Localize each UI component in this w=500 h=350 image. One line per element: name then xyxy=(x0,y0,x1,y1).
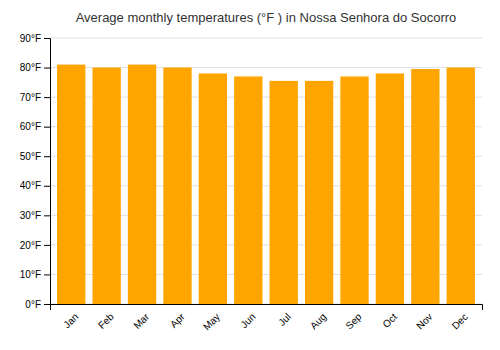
y-tick: 90°F xyxy=(20,33,50,44)
y-tick-mark xyxy=(44,127,50,128)
y-tick-mark xyxy=(44,304,50,305)
y-tick-label: 30°F xyxy=(20,210,41,221)
bar xyxy=(92,68,120,304)
y-tick: 0°F xyxy=(25,299,50,310)
y-tick-label: 80°F xyxy=(20,62,41,73)
x-axis: Jan Feb Mar Apr May Jun Jul Aug Sep Oct Nov Dec xyxy=(51,305,483,333)
x-tick: Apr xyxy=(168,311,187,330)
y-tick: 70°F xyxy=(20,92,50,103)
x-tick-label: Sep xyxy=(343,311,364,332)
y-tick: 50°F xyxy=(20,151,50,162)
bar xyxy=(305,81,333,304)
x-tick: Feb xyxy=(96,311,116,331)
x-tick: May xyxy=(201,311,222,332)
y-tick-label: 90°F xyxy=(20,33,41,44)
y-tick: 40°F xyxy=(20,180,50,191)
x-tick: Aug xyxy=(308,311,328,331)
x-tick: Jan xyxy=(61,311,80,330)
bar xyxy=(340,76,368,304)
x-tick: Jun xyxy=(238,311,257,330)
x-tick: Jul xyxy=(276,311,293,328)
x-tick: Nov xyxy=(414,311,434,331)
bar xyxy=(163,68,191,304)
x-axis-line xyxy=(51,305,483,311)
x-tick-label: Dec xyxy=(450,311,470,331)
y-tick-label: 50°F xyxy=(20,151,41,162)
y-tick-mark xyxy=(44,215,50,216)
bar xyxy=(376,73,404,304)
y-tick-mark xyxy=(44,245,50,246)
bar xyxy=(57,65,85,304)
x-tick-label: Mar xyxy=(131,311,151,331)
y-tick-mark xyxy=(44,274,50,275)
y-tick: 20°F xyxy=(20,240,50,251)
bar xyxy=(270,81,298,304)
y-tick: 60°F xyxy=(20,121,50,132)
y-axis: 0°F 10°F 20°F 30°F 40°F 50°F 60°F 70°F 80°F 90°F xyxy=(20,33,51,310)
y-tick-mark xyxy=(44,38,50,39)
bar xyxy=(447,68,475,304)
x-tick-label: Oct xyxy=(380,311,399,330)
x-tick: Dec xyxy=(450,311,470,331)
y-axis-line xyxy=(44,39,51,305)
x-tick-label: Feb xyxy=(96,311,116,331)
bar xyxy=(199,73,227,304)
chart: 0°F 10°F 20°F 30°F 40°F 50°F 60°F 70°F 80°F 90°F J… xyxy=(0,0,500,350)
y-tick-label: 70°F xyxy=(20,92,41,103)
x-tick-label: Jul xyxy=(276,311,293,328)
y-tick-label: 40°F xyxy=(20,180,41,191)
y-tick-mark xyxy=(44,68,50,69)
y-tick-label: 10°F xyxy=(20,269,41,280)
x-tick-label: Aug xyxy=(308,311,328,331)
x-tick-label: May xyxy=(201,311,222,332)
title: Average monthly temperatures (°F ) in No… xyxy=(76,10,457,25)
x-tick-label: Apr xyxy=(168,311,187,330)
x-tick-label: Jun xyxy=(238,311,257,330)
x-tick-label: Nov xyxy=(414,311,434,331)
y-tick: 80°F xyxy=(20,62,50,73)
x-tick: Mar xyxy=(131,311,151,331)
y-tick-label: 20°F xyxy=(20,240,41,251)
y-tick-mark xyxy=(44,97,50,98)
bar xyxy=(128,65,156,304)
bars xyxy=(57,65,475,304)
y-tick: 30°F xyxy=(20,210,50,221)
y-tick-mark xyxy=(44,186,50,187)
y-tick-mark xyxy=(44,156,50,157)
y-tick-label: 0°F xyxy=(25,299,41,310)
y-tick: 10°F xyxy=(20,269,50,280)
plot: 0°F 10°F 20°F 30°F 40°F 50°F 60°F 70°F 80°F 90°F J… xyxy=(20,33,483,333)
x-tick-label: Jan xyxy=(61,311,80,330)
x-tick: Oct xyxy=(380,311,399,330)
grid xyxy=(50,38,482,304)
y-tick-label: 60°F xyxy=(20,121,41,132)
grid-line xyxy=(50,38,482,39)
x-tick: Sep xyxy=(343,311,364,332)
bar xyxy=(411,69,439,304)
bar xyxy=(234,76,262,304)
